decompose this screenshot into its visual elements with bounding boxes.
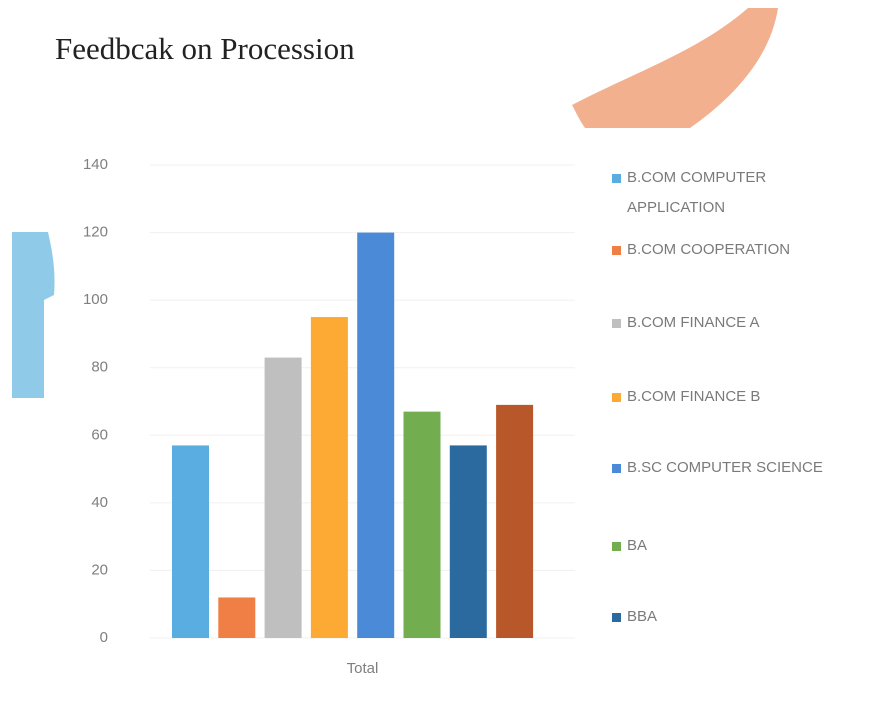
decoration-shape <box>572 8 778 128</box>
chart: Feedbcak on Procession 0 20 40 60 80 100 120 14… <box>0 0 886 702</box>
y-tick-label: 120 <box>83 224 108 241</box>
legend-label: BBA <box>627 602 657 632</box>
bar <box>172 445 209 638</box>
legend-swatch <box>612 464 621 473</box>
legend-swatch <box>612 613 621 622</box>
y-tick-label: 100 <box>83 291 108 308</box>
legend-item: BBA <box>612 602 874 632</box>
legend-swatch <box>612 319 621 328</box>
y-tick-label: 40 <box>91 494 108 511</box>
y-tick-label: 80 <box>91 359 108 376</box>
legend-swatch <box>612 393 621 402</box>
legend-swatch <box>612 174 621 183</box>
bar <box>357 233 394 638</box>
legend-swatch <box>612 246 621 255</box>
bar <box>404 412 441 638</box>
legend-item: B.COM FINANCE A <box>612 308 874 338</box>
legend-label: BA <box>627 531 647 561</box>
bar <box>218 597 255 638</box>
legend-label: B.COM FINANCE A <box>627 308 760 338</box>
chart-title: Feedbcak on Procession <box>55 31 355 66</box>
bar <box>311 317 348 638</box>
legend-swatch <box>612 542 621 551</box>
page: {"chart_data": {"type": "bar", "title": … <box>0 0 886 702</box>
decoration-shape <box>12 232 55 398</box>
legend-label: B.SC COMPUTER SCIENCE <box>627 453 823 483</box>
legend-label: B.COM COOPERATION <box>627 235 790 265</box>
y-tick-label: 60 <box>91 426 108 443</box>
legend-item: BA <box>612 531 874 561</box>
bar <box>265 358 302 638</box>
x-tick-label: Total <box>347 660 379 677</box>
legend-item: B.COM FINANCE B <box>612 382 874 412</box>
legend-label: B.COM FINANCE B <box>627 382 760 412</box>
legend-item: B.SC COMPUTER SCIENCE <box>612 453 874 483</box>
y-tick-label: 140 <box>83 156 108 173</box>
bar <box>496 405 533 638</box>
legend-item: B.COM COOPERATION <box>612 235 874 265</box>
y-tick-label: 20 <box>91 561 108 578</box>
legend-label: B.COM COMPUTER APPLICATION <box>627 163 827 223</box>
bar <box>450 445 487 638</box>
y-tick-label: 0 <box>100 629 108 646</box>
legend-item: B.COM COMPUTER APPLICATION <box>612 163 874 223</box>
